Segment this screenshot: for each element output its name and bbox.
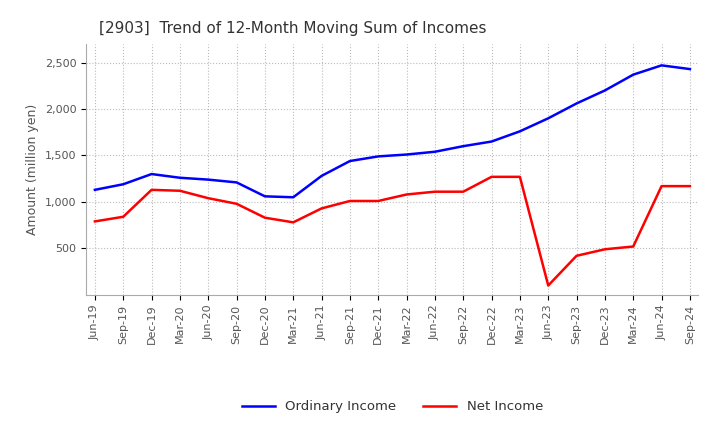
Text: [2903]  Trend of 12-Month Moving Sum of Incomes: [2903] Trend of 12-Month Moving Sum of I… xyxy=(99,21,486,36)
Ordinary Income xyxy=(487,139,496,144)
Net Income xyxy=(346,198,354,204)
Ordinary Income xyxy=(600,88,609,93)
Ordinary Income xyxy=(91,187,99,192)
Ordinary Income xyxy=(176,175,184,180)
Ordinary Income xyxy=(459,143,467,149)
Net Income xyxy=(572,253,581,258)
Net Income xyxy=(261,215,269,220)
Net Income xyxy=(148,187,156,192)
Ordinary Income xyxy=(148,172,156,177)
Y-axis label: Amount (million yen): Amount (million yen) xyxy=(27,104,40,235)
Ordinary Income xyxy=(629,72,637,77)
Net Income xyxy=(91,219,99,224)
Ordinary Income xyxy=(119,182,127,187)
Net Income xyxy=(629,244,637,249)
Ordinary Income xyxy=(374,154,382,159)
Ordinary Income xyxy=(657,63,666,68)
Net Income xyxy=(374,198,382,204)
Legend: Ordinary Income, Net Income: Ordinary Income, Net Income xyxy=(237,395,548,418)
Net Income xyxy=(233,201,241,206)
Net Income xyxy=(318,206,326,211)
Ordinary Income xyxy=(233,180,241,185)
Net Income xyxy=(657,183,666,189)
Ordinary Income xyxy=(289,194,297,200)
Ordinary Income xyxy=(204,177,212,182)
Ordinary Income xyxy=(544,116,552,121)
Net Income xyxy=(176,188,184,194)
Line: Ordinary Income: Ordinary Income xyxy=(95,66,690,197)
Ordinary Income xyxy=(685,66,694,72)
Ordinary Income xyxy=(431,149,439,154)
Net Income xyxy=(516,174,524,180)
Net Income xyxy=(459,189,467,194)
Net Income xyxy=(402,192,411,197)
Net Income xyxy=(431,189,439,194)
Net Income xyxy=(685,183,694,189)
Net Income xyxy=(289,220,297,225)
Net Income xyxy=(119,214,127,220)
Ordinary Income xyxy=(261,194,269,199)
Net Income xyxy=(544,283,552,288)
Net Income xyxy=(204,195,212,201)
Ordinary Income xyxy=(572,101,581,106)
Ordinary Income xyxy=(402,152,411,157)
Net Income xyxy=(600,247,609,252)
Ordinary Income xyxy=(346,158,354,164)
Net Income xyxy=(487,174,496,180)
Line: Net Income: Net Income xyxy=(95,177,690,286)
Ordinary Income xyxy=(318,173,326,179)
Ordinary Income xyxy=(516,128,524,134)
